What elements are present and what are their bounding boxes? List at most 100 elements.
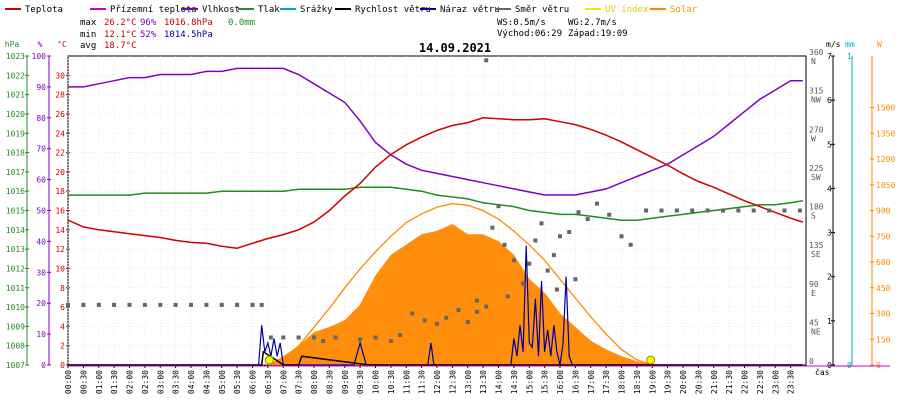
wind-direction-point	[505, 294, 510, 299]
stat-max-label: max	[80, 18, 97, 28]
axis-label-rain: 1	[847, 52, 852, 61]
x-tick-label: 11:00	[402, 370, 411, 394]
wind-direction-point	[66, 302, 70, 307]
x-tick-label: 23:30	[787, 370, 796, 394]
legend-label: Tlak	[258, 5, 280, 15]
x-tick-label: 09:30	[356, 370, 365, 394]
axis-label-pressure: 1017	[6, 168, 25, 177]
axis-label-direction: 180	[809, 203, 824, 212]
axis-label-temperature: 12	[55, 245, 65, 254]
axis-label-pressure: 1013	[6, 245, 25, 254]
x-tick-label: 22:30	[756, 370, 765, 394]
wind-direction-point	[358, 337, 363, 342]
x-tick-label: 05:00	[218, 370, 227, 394]
legend-label: Směr větru	[515, 5, 569, 15]
legend-label: Solar	[670, 5, 698, 15]
x-tick-label: 01:30	[110, 370, 119, 394]
wind-direction-point	[235, 302, 240, 307]
axis-label-pressure: 1008	[6, 342, 25, 351]
wind-direction-point	[444, 315, 449, 320]
x-tick-label: 17:30	[602, 370, 611, 394]
axis-unit-temperature: °C	[57, 40, 67, 49]
wind-direction-point	[607, 212, 612, 217]
x-tick-label: 13:30	[479, 370, 488, 394]
wind-direction-point	[674, 208, 679, 213]
x-tick-label: 08:00	[310, 370, 319, 394]
axis-label-wind: 3	[827, 229, 832, 238]
axis-label-wind: 2	[827, 273, 832, 282]
x-tick-label: 14:30	[510, 370, 519, 394]
wind-direction-point	[567, 230, 572, 234]
series-temperature-line	[67, 117, 804, 249]
grid	[67, 55, 807, 366]
x-tick-label: 15:00	[525, 370, 534, 394]
x-tick-label: 04:00	[187, 370, 196, 394]
axis-label-direction: 90	[809, 280, 819, 289]
axis-label-pressure: 1021	[6, 91, 25, 100]
x-axis: 00:00 00:30 01:00 01:30 02:00 02:30 03:00 03:30…	[64, 365, 890, 394]
wind-direction-point	[219, 302, 224, 307]
axis-label-pressure: 1012	[6, 264, 25, 273]
wind-direction-point	[558, 234, 562, 239]
axis-label-direction: 270	[809, 125, 824, 134]
axis-label-direction: 0	[809, 357, 814, 366]
axis-label-temperature: 26	[55, 110, 65, 119]
x-tick-label: 08:30	[325, 370, 334, 394]
axis-label-pressure: 1010	[6, 303, 25, 312]
wind-direction-point	[81, 302, 86, 307]
axis-label-temperature: 28	[55, 91, 65, 100]
axis-label-wind: 1	[827, 317, 832, 326]
axis-direction-letter: S	[811, 212, 816, 221]
axis-label-solar: 1350	[876, 129, 895, 138]
wind-direction-point	[484, 304, 489, 309]
wind-direction-point	[456, 308, 461, 313]
wind-direction-point	[527, 261, 532, 266]
wind-direction-point	[112, 302, 117, 307]
stat-max-humidity: 96%	[140, 18, 157, 28]
x-tick-label: 20:30	[694, 370, 703, 394]
wind-direction-point	[475, 309, 479, 314]
wind-direction-point	[628, 242, 633, 247]
axis-unit-pressure: hPa	[5, 40, 20, 49]
x-tick-label: 14:00	[495, 370, 504, 394]
axis-label-temperature: 0	[60, 361, 65, 370]
wind-direction-point	[259, 302, 264, 307]
x-tick-label: 18:30	[633, 370, 642, 394]
x-tick-label: 16:00	[556, 370, 565, 394]
wind-direction-point	[268, 335, 273, 340]
wind-direction-point	[659, 208, 664, 213]
axis-label-solar: 900	[876, 207, 891, 216]
x-tick-label: 11:30	[418, 370, 427, 394]
x-tick-label: 10:30	[387, 370, 396, 394]
wind-direction-point	[158, 302, 163, 307]
wind-direction-point	[644, 208, 649, 213]
axis-label-solar: 750	[876, 232, 891, 241]
series-solar-max-line	[267, 202, 653, 366]
axis-unit-rain: mm	[845, 40, 855, 49]
axis-label-wind: 6	[827, 96, 832, 105]
axis-label-humidity: 90	[36, 83, 46, 92]
wind-direction-point	[751, 208, 756, 213]
wind-direction-point	[465, 320, 470, 325]
axis-label-direction: 225	[809, 164, 824, 173]
wind-direction-point	[250, 302, 255, 307]
uv-marker	[646, 355, 656, 365]
axis-label-humidity: 50	[36, 207, 46, 216]
axis-direction-letter: W	[811, 134, 816, 143]
x-tick-label: 06:30	[264, 370, 273, 394]
wind-direction-point	[422, 318, 427, 323]
wind-direction-point	[594, 201, 599, 206]
axis-label-humidity: 0	[41, 361, 46, 370]
x-tick-label: 17:00	[587, 370, 596, 394]
legend-label: Srážky	[300, 5, 333, 15]
axis-label-pressure: 1009	[6, 322, 25, 331]
wind-direction-point	[585, 217, 590, 222]
legend-label: Náraz větru	[440, 5, 500, 15]
axis-direction-letter: NW	[811, 96, 821, 105]
wind-direction-point	[142, 302, 147, 307]
x-tick-label: 07:30	[295, 370, 304, 394]
stat-max-pressure: 1016.8hPa	[164, 18, 213, 28]
axis-label-solar: 300	[876, 310, 891, 319]
stat-min-humidity: 52%	[140, 30, 157, 40]
wind-direction-point	[573, 277, 578, 282]
